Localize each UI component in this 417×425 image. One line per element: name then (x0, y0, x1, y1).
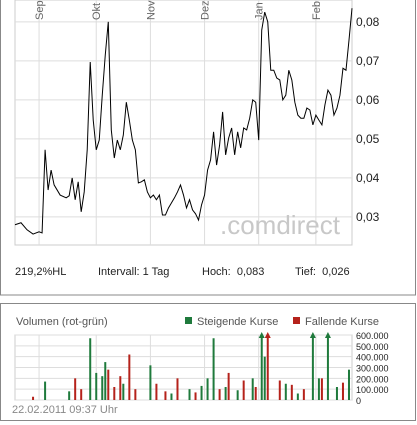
x-tick-label: Dez (200, 0, 212, 20)
overflow-arrow (309, 332, 316, 338)
volume-bar (212, 338, 215, 400)
volume-bar (227, 372, 230, 400)
volume-bar (347, 369, 350, 400)
volume-bar (326, 335, 329, 400)
volume-bar (254, 387, 257, 400)
plot-area (14, 0, 353, 246)
y-tick-label: 0,05 (356, 132, 380, 146)
watermark: .comdirect (220, 210, 341, 240)
volume-bar (149, 365, 152, 400)
volume-bar (119, 376, 122, 400)
y-tick-label: 600.000 (356, 331, 389, 341)
timestamp: 22.02.2011 09:37 Uhr (12, 404, 118, 416)
volume-title: Volumen (rot-grün) (16, 316, 108, 328)
y-tick-label: 500.000 (356, 342, 389, 352)
overflow-arrow (258, 332, 265, 338)
overflow-arrow (264, 332, 271, 338)
volume-bar (44, 381, 47, 400)
stat-label: 219,2%HL (15, 266, 66, 278)
x-tick-label: Nov (145, 0, 157, 20)
volume-bar (176, 378, 179, 400)
volume-bar (311, 335, 314, 400)
volume-bar (80, 389, 83, 400)
overflow-arrow (324, 332, 331, 338)
volume-bar (218, 389, 221, 400)
volume-bar (206, 378, 209, 400)
volume-bar (200, 385, 203, 400)
stat-label: Intervall: 1 Tag (98, 266, 169, 278)
volume-bar (170, 393, 173, 400)
volume-bar (224, 387, 227, 400)
volume-bar (74, 378, 77, 400)
y-tick-label: 0,07 (356, 54, 380, 68)
volume-bar (68, 391, 71, 400)
volume-bar (290, 384, 293, 400)
volume-bar (341, 382, 344, 400)
volume-panel (0, 303, 416, 421)
volume-bar (101, 376, 104, 400)
stat-label: Hoch: 0,083 (202, 266, 264, 278)
legend-label: Fallende Kurse (305, 316, 379, 328)
price-line (14, 8, 353, 235)
volume-bar (263, 356, 266, 400)
x-tick-label: Okt (91, 3, 103, 20)
volume-bar (155, 383, 158, 400)
volume-bar (122, 383, 125, 400)
y-tick-label: 300.000 (356, 364, 389, 374)
y-tick-label: 0,04 (356, 171, 380, 185)
volume-bar (251, 378, 254, 400)
volume-bar (128, 354, 131, 400)
volume-bar (113, 387, 116, 400)
volume-bar (134, 389, 137, 400)
y-tick-label: 0,08 (356, 15, 380, 29)
x-tick-label: Jan (254, 2, 266, 20)
legend-swatch (293, 317, 300, 324)
volume-bar (32, 396, 35, 400)
volume-bar (266, 335, 269, 400)
volume-bar (104, 362, 107, 400)
volume-bar (95, 372, 98, 400)
volume-bar (236, 390, 239, 400)
volume-bar (107, 369, 110, 400)
volume-bar (284, 383, 287, 400)
volume-bar (335, 387, 338, 400)
legend-swatch (185, 317, 192, 324)
volume-bar (320, 378, 323, 400)
volume-bar (89, 338, 92, 400)
y-tick-label: 100.000 (356, 385, 389, 395)
y-tick-label: 0 (356, 396, 361, 406)
x-tick-label: Sep (34, 0, 46, 20)
y-tick-label: 400.000 (356, 353, 389, 363)
volume-bar (302, 389, 305, 400)
price-panel (0, 0, 416, 296)
volume-bar (188, 389, 191, 400)
volume-bar (260, 335, 263, 400)
volume-bar (164, 391, 167, 400)
volume-bar (296, 393, 299, 400)
volume-bar (317, 378, 320, 400)
x-tick-label: Feb (311, 1, 323, 20)
volume-bar (194, 392, 197, 400)
y-tick-label: 0,03 (356, 210, 380, 224)
volume-bar (242, 380, 245, 400)
legend-label: Steigende Kurse (197, 316, 278, 328)
stat-label: Tief: 0,026 (295, 266, 350, 278)
y-tick-label: 200.000 (356, 374, 389, 384)
volume-bar (278, 380, 281, 400)
y-tick-label: 0,06 (356, 93, 380, 107)
